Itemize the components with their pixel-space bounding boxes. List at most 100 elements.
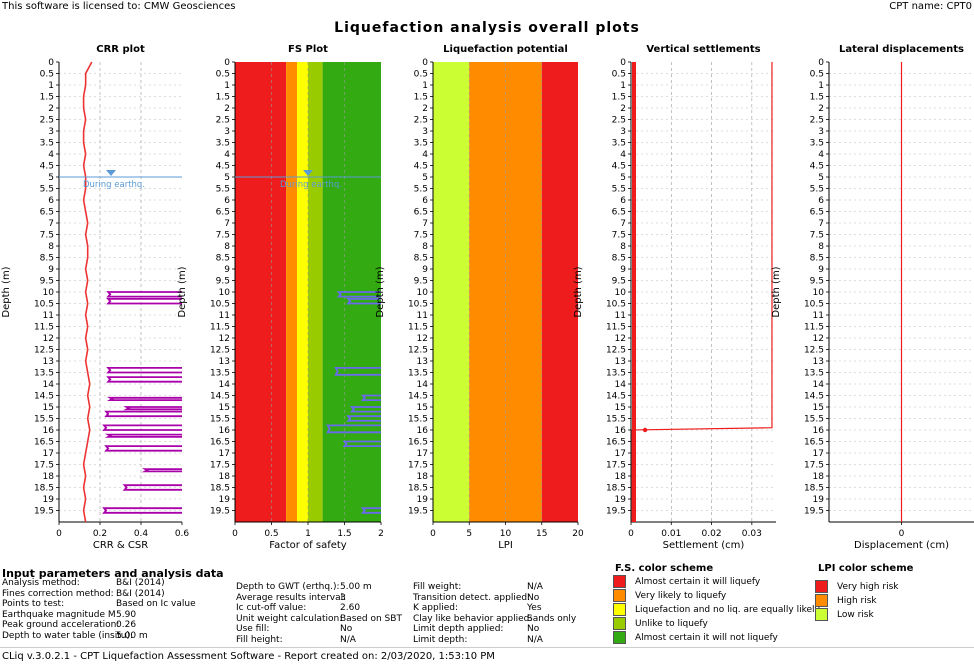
legend-swatch — [613, 603, 626, 616]
y-tick-label: 5 — [422, 173, 428, 183]
y-tick-label: 11 — [615, 311, 626, 321]
y-tick-label: 7 — [422, 219, 428, 229]
y-tick-label: 18 — [219, 472, 231, 482]
param-value: N/A — [340, 634, 356, 645]
y-tick-label: 19.5 — [34, 507, 54, 517]
y-tick-label: 15 — [615, 403, 626, 413]
y-tick-label: 3 — [422, 127, 428, 137]
param-label: Fill height: — [236, 634, 283, 645]
param-label: K applied: — [413, 603, 458, 613]
y-tick-label: 17.5 — [210, 461, 230, 471]
param-value: 5.00 m — [116, 630, 148, 641]
y-tick-label: 13 — [219, 357, 230, 367]
y-tick-label: 15.5 — [210, 415, 230, 425]
y-tick-label: 6 — [818, 196, 824, 206]
y-tick-label: 5.5 — [414, 185, 428, 195]
series-segment-csr — [106, 376, 182, 383]
param-value: 3 — [340, 592, 346, 603]
y-tick-label: 8 — [818, 242, 824, 252]
y-tick-label: 15.5 — [34, 415, 54, 425]
band-orange — [286, 62, 298, 522]
band-yellow — [297, 62, 308, 522]
x-tick-label: 0.03 — [742, 529, 762, 539]
y-tick-label: 4 — [620, 150, 626, 160]
param-value: Based on Ic value — [116, 599, 196, 609]
y-tick-label: 2 — [48, 104, 54, 114]
y-tick-label: 13.5 — [804, 369, 824, 379]
footer-divider — [0, 647, 974, 648]
legend-label: Very likely to liquefy — [635, 591, 727, 601]
y-tick-label: 5 — [818, 173, 824, 183]
y-tick-label: 0 — [620, 58, 626, 68]
param-label: Earthquake magnitude M — [2, 609, 116, 620]
series-segment-csr — [123, 406, 182, 411]
y-tick-label: 17.5 — [606, 461, 626, 471]
series-segment-fs — [346, 298, 381, 305]
legend-swatch — [815, 594, 828, 607]
legend-label: Low risk — [837, 610, 874, 620]
y-tick-label: 11 — [219, 311, 230, 321]
x-axis-label: CRR & CSR — [93, 540, 148, 551]
y-tick-label: 12 — [43, 334, 54, 344]
x-tick-label: 0.6 — [175, 529, 190, 539]
y-tick-label: 17.5 — [804, 461, 824, 471]
y-axis-label: Depth (m) — [375, 266, 386, 317]
param-label: Ic cut-off value: — [236, 603, 307, 613]
x-tick-label: 10 — [500, 529, 512, 539]
y-tick-label: 18.5 — [606, 484, 626, 494]
x-tick-label: 0.02 — [702, 529, 722, 539]
y-tick-label: 8 — [48, 242, 54, 252]
y-tick-label: 12.5 — [606, 346, 626, 356]
x-tick-label: 2 — [378, 529, 384, 539]
legend-label: High risk — [837, 596, 877, 606]
y-tick-label: 4.5 — [612, 162, 626, 172]
legend-item: Liquefaction and no liq. are equally lik… — [613, 603, 820, 616]
y-tick-label: 18 — [417, 472, 429, 482]
y-tick-label: 3.5 — [810, 139, 824, 149]
series-segment-csr — [122, 484, 182, 491]
y-tick-label: 13 — [813, 357, 824, 367]
y-tick-label: 14 — [417, 380, 429, 390]
y-tick-label: 15 — [813, 403, 824, 413]
y-tick-label: 14.5 — [606, 392, 626, 402]
series-segment-fs — [342, 440, 381, 447]
y-tick-label: 13.5 — [210, 369, 230, 379]
y-tick-label: 19 — [219, 495, 231, 505]
y-tick-label: 14.5 — [804, 392, 824, 402]
y-tick-label: 19.5 — [804, 507, 824, 517]
band-lightgreen — [308, 62, 323, 522]
legend-swatch — [613, 631, 626, 644]
y-tick-label: 18.5 — [804, 484, 824, 494]
fs-scheme-title: F.S. color scheme — [615, 563, 714, 574]
x-tick-label: 0.01 — [661, 529, 681, 539]
legend-label: Unlike to liquefy — [635, 619, 708, 629]
water-table-marker — [303, 170, 313, 176]
y-tick-label: 1 — [48, 81, 54, 91]
param-label: Fill weight: — [413, 582, 462, 592]
y-tick-label: 7.5 — [810, 231, 824, 241]
y-tick-label: 12.5 — [34, 346, 54, 356]
y-tick-label: 2 — [620, 104, 626, 114]
x-tick-label: 0 — [232, 529, 238, 539]
y-tick-label: 15 — [43, 403, 54, 413]
param-label: Limit depth applied: — [413, 624, 504, 634]
y-tick-label: 1.5 — [40, 93, 54, 103]
chart-title: Liquefaction potential — [443, 44, 568, 55]
y-tick-label: 14.5 — [408, 392, 428, 402]
y-tick-label: 0 — [422, 58, 428, 68]
legend-label: Almost certain it will not liquefy — [635, 633, 778, 643]
y-tick-label: 16.5 — [606, 438, 626, 448]
license-text: This software is licensed to: CMW Geosci… — [2, 1, 236, 12]
chart-title: CRR plot — [96, 44, 145, 55]
series-segment-fs — [360, 394, 381, 401]
y-tick-label: 8.5 — [810, 254, 824, 264]
param-label: Points to test: — [2, 599, 65, 609]
y-tick-label: 19.5 — [606, 507, 626, 517]
y-tick-label: 3.5 — [414, 139, 428, 149]
y-tick-label: 1.5 — [612, 93, 626, 103]
y-tick-label: 4.5 — [40, 162, 54, 172]
y-tick-label: 13.5 — [606, 369, 626, 379]
y-axis-label: Depth (m) — [1, 266, 12, 317]
chart-panel-1 — [56, 61, 183, 525]
y-tick-label: 9.5 — [40, 277, 54, 287]
